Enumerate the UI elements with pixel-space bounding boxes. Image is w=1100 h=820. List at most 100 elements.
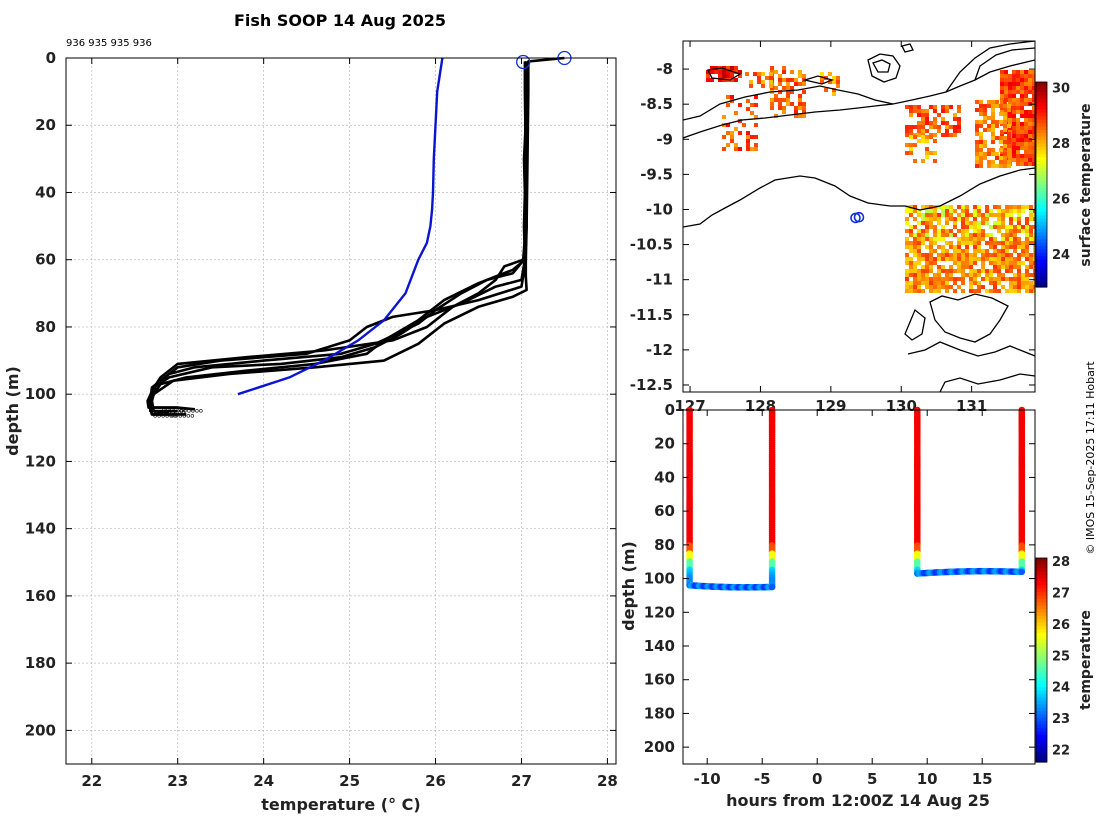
time-depth-points bbox=[686, 406, 1026, 591]
map-ytick-label: -8.5 bbox=[640, 95, 673, 113]
sst-colorbar-swatch bbox=[1036, 88, 1047, 93]
sst-pixel bbox=[1016, 126, 1020, 130]
sst-pixel bbox=[1028, 70, 1032, 74]
sst-pixel bbox=[1033, 265, 1035, 269]
sst-pixel bbox=[993, 213, 997, 217]
sst-pixel bbox=[1020, 138, 1024, 142]
sst-pixel bbox=[953, 269, 957, 273]
sst-pixel bbox=[1029, 273, 1033, 277]
sst-pixel bbox=[1008, 74, 1012, 78]
sst-pixel bbox=[921, 217, 925, 221]
sst-pixel bbox=[977, 289, 981, 293]
sst-pixel bbox=[933, 273, 937, 277]
sst-pixel bbox=[981, 253, 985, 257]
sst-pixel bbox=[905, 229, 909, 233]
sst-pixel bbox=[1012, 102, 1016, 106]
profile-end-point bbox=[174, 407, 178, 411]
coastlines bbox=[683, 41, 1035, 392]
sst-colorbar-swatch bbox=[1036, 123, 1047, 128]
credit-text: © IMOS 15-Sep-2025 17:11 Hobart bbox=[1084, 361, 1097, 555]
sst-pixel bbox=[824, 88, 828, 92]
map-ytick-label: -9.5 bbox=[640, 165, 673, 183]
sst-pixel bbox=[794, 78, 798, 82]
sst-pixel bbox=[917, 285, 921, 289]
profile-end-point bbox=[153, 412, 157, 416]
sst-pixel bbox=[1000, 90, 1004, 94]
sst-pixel bbox=[933, 249, 937, 253]
sst-pixel bbox=[1008, 86, 1012, 90]
sst-pixel bbox=[949, 205, 953, 209]
time-depth-plot: -10 -5 0 5 10 15 0 20 40 60 80 100 120 140 160 180 200 h… bbox=[619, 401, 1094, 810]
sst-pixel bbox=[993, 281, 997, 285]
sst-pixel bbox=[1005, 277, 1009, 281]
sst-pixel bbox=[993, 241, 997, 245]
sst-pixel bbox=[746, 131, 750, 135]
sst-pixel bbox=[761, 72, 765, 76]
sst-pixel bbox=[949, 125, 953, 129]
sst-colorbar-swatch bbox=[1036, 160, 1047, 165]
temperature-colorbar-swatch bbox=[1036, 636, 1047, 641]
time-depth-ytick-label: 0 bbox=[665, 401, 675, 419]
sst-pixel bbox=[925, 245, 929, 249]
time-depth-ytick-label: 20 bbox=[654, 435, 675, 453]
sst-pixel bbox=[726, 70, 730, 74]
sst-pixel bbox=[925, 225, 929, 229]
sst-colorbar-swatch bbox=[1036, 201, 1047, 206]
sst-pixel bbox=[941, 249, 945, 253]
sst-pixel bbox=[718, 70, 722, 74]
temperature-colorbar-swatch bbox=[1036, 714, 1047, 719]
profile-xlabel: temperature (° C) bbox=[261, 795, 420, 814]
sst-pixel bbox=[945, 129, 949, 133]
sst-pixel bbox=[913, 245, 917, 249]
sst-pixel bbox=[953, 125, 957, 129]
sst-pixel bbox=[1016, 70, 1020, 74]
sst-pixel bbox=[905, 257, 909, 261]
sst-pixel bbox=[742, 123, 746, 127]
mainland-bottom bbox=[939, 373, 1035, 392]
sst-pixel bbox=[798, 114, 802, 118]
sst-pixel bbox=[1008, 114, 1012, 118]
sst-pixel bbox=[929, 249, 933, 253]
sst-pixel bbox=[722, 70, 726, 74]
sst-pixel bbox=[1000, 70, 1004, 74]
sst-pixel bbox=[949, 273, 953, 277]
sst-pixel bbox=[746, 99, 750, 103]
sst-pixel bbox=[1025, 221, 1029, 225]
sst-pixel bbox=[933, 139, 937, 143]
profile-ytick-label: 180 bbox=[25, 654, 56, 672]
sst-pixel bbox=[925, 147, 929, 151]
time-depth-ylabel: depth (m) bbox=[619, 541, 638, 631]
sst-pixel bbox=[981, 285, 985, 289]
sst-pixel bbox=[969, 257, 973, 261]
sst-pixel bbox=[965, 253, 969, 257]
temperature-colorbar-swatch bbox=[1036, 592, 1047, 596]
sst-pixel bbox=[1016, 78, 1020, 82]
sst-pixel bbox=[1003, 124, 1007, 128]
sst-pixel bbox=[973, 281, 977, 285]
sst-pixel bbox=[734, 127, 738, 131]
sst-pixel bbox=[933, 121, 937, 125]
sst-pixel bbox=[961, 221, 965, 225]
sst-pixel bbox=[989, 225, 993, 229]
sst-pixel bbox=[981, 237, 985, 241]
sst-pixel bbox=[1028, 78, 1032, 82]
sst-colorbar-swatch bbox=[1036, 129, 1047, 134]
sst-pixel bbox=[925, 205, 929, 209]
sst-pixel bbox=[1016, 150, 1020, 154]
sst-pixel bbox=[925, 257, 929, 261]
map-ytick-label: -11.5 bbox=[630, 306, 673, 324]
temperature-colorbar-swatch bbox=[1036, 581, 1047, 586]
sst-pixel bbox=[1033, 209, 1035, 213]
sst-pixel bbox=[941, 237, 945, 241]
sst-pixel bbox=[1000, 86, 1004, 90]
sst-pixel bbox=[925, 273, 929, 277]
sst-pixel bbox=[921, 277, 925, 281]
sst-pixel bbox=[1016, 158, 1020, 162]
sst-pixel bbox=[754, 123, 758, 127]
sst-pixel bbox=[913, 125, 917, 129]
sst-pixel bbox=[997, 269, 1001, 273]
sst-pixel bbox=[1020, 126, 1024, 130]
sst-pixel bbox=[917, 221, 921, 225]
sst-pixel bbox=[937, 233, 941, 237]
